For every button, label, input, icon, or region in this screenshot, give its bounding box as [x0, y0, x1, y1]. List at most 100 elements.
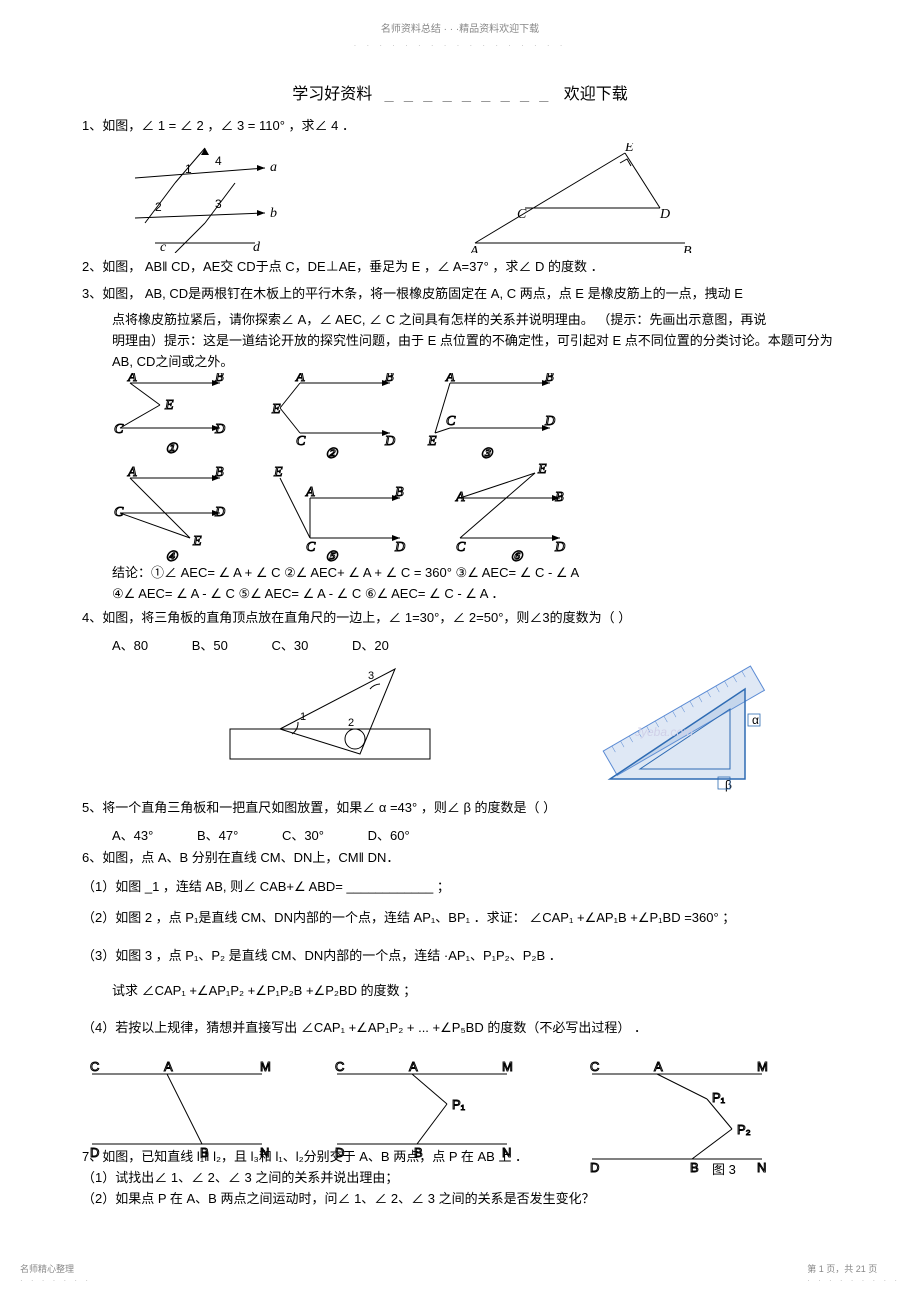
svg-text:图 3: 图 3 [712, 1162, 736, 1177]
label-b: b [270, 206, 277, 221]
svg-text:E: E [624, 143, 634, 155]
label-4: 4 [215, 154, 222, 168]
svg-text:C: C [456, 540, 466, 555]
svg-text:M: M [757, 1059, 768, 1074]
q5-opt-d: D、60° [368, 828, 410, 843]
q2-text: 2、如图， AB‖ CD，AE交 CD于点 C，DE⊥AE，垂足为 E ，∠ A… [82, 257, 880, 278]
top-note: 名师资料总结 · · ·精品资料欢迎下载 [40, 20, 880, 35]
q6-p2: （2）如图 2 ，点 P₁是直线 CM、DN内部的一个点，连结 AP₁、BP₁ … [82, 906, 880, 929]
q4-figure-right: Jyeba.com α β [580, 654, 780, 794]
svg-text:D: D [335, 1145, 344, 1160]
svg-text:P₂: P₂ [737, 1122, 751, 1137]
label-a: a [270, 160, 277, 175]
svg-text:B: B [555, 490, 564, 505]
svg-text:A: A [469, 244, 479, 253]
svg-text:D: D [394, 540, 405, 555]
svg-text:M: M [502, 1059, 513, 1074]
q4-opt-b: B、50 [192, 638, 228, 653]
svg-text:E: E [427, 434, 437, 449]
svg-text:2: 2 [348, 717, 354, 729]
svg-text:E: E [273, 465, 283, 480]
q4-options: A、80 B、50 C、30 D、20 [112, 635, 880, 654]
svg-text:N: N [502, 1145, 511, 1160]
footer-left: 名师精心整理 · · · · · · · [20, 1262, 91, 1285]
q3-figures: A B E C D ① A B E C D ② [110, 373, 880, 563]
svg-text:α: α [752, 713, 759, 727]
svg-text:1: 1 [300, 711, 306, 723]
svg-text:C: C [335, 1059, 344, 1074]
svg-text:A: A [295, 373, 305, 385]
title-right: 欢迎下载 [564, 86, 628, 103]
q6-p3: （3）如图 3 ，点 P₁、P₂ 是直线 CM、DN内部的一个点，连结 ·AP₁… [82, 944, 880, 967]
q1-text: 1、如图，∠ 1 = ∠ 2 ，∠ 3 = 110° ，求∠ 4 ． [82, 116, 880, 137]
svg-text:E: E [271, 402, 281, 417]
svg-text:B: B [215, 465, 224, 480]
svg-text:3: 3 [368, 670, 374, 682]
svg-text:⑤: ⑤ [325, 550, 339, 563]
svg-text:D: D [384, 434, 395, 449]
title-sep: _ _ _ _ _ _ _ _ _ [385, 86, 552, 103]
svg-text:P₁: P₁ [452, 1097, 466, 1112]
svg-text:①: ① [165, 442, 179, 457]
svg-text:D: D [214, 505, 225, 520]
label-c: c [160, 240, 167, 253]
svg-text:A: A [164, 1059, 173, 1074]
q7-p2: （2）如果点 P 在 A、B 两点之间运动时，问∠ 1、∠ 2、∠ 3 之间的关… [82, 1189, 880, 1210]
svg-text:N: N [757, 1160, 766, 1175]
footer-right: 第 1 页，共 21 页 · · · · · · · · · [807, 1262, 900, 1285]
svg-text:B: B [690, 1160, 699, 1175]
q5-text: 5、将一个直角三角板和一把直尺如图放置，如果∠ α =43° ，则∠ β 的度数… [82, 798, 880, 819]
title-left: 学习好资料 [292, 86, 372, 103]
svg-text:D: D [214, 422, 225, 437]
q3-line3: 明理由）提示：这是一道结论开放的探究性问题，由于 E 点位置的不确定性，可引起对… [112, 331, 880, 352]
svg-text:③: ③ [480, 447, 494, 462]
q5-options: A、43° B、47° C、30° D、60° [112, 825, 880, 844]
q6-figures: CAM DBN CAM P₁ DBN CAM P₁ P₂ [82, 1059, 880, 1179]
svg-text:②: ② [325, 447, 339, 462]
svg-text:B: B [200, 1145, 209, 1160]
q6-text: 6、如图，点 A、B 分别在直线 CM、DN上，CM‖ DN． [82, 848, 880, 869]
svg-text:C: C [517, 207, 527, 222]
svg-text:E: E [164, 398, 174, 413]
svg-text:A: A [445, 373, 455, 385]
q4-opt-a: A、80 [112, 638, 148, 653]
q5-opt-b: B、47° [197, 828, 238, 843]
svg-text:④: ④ [165, 550, 179, 563]
title-row: 学习好资料 _ _ _ _ _ _ _ _ _ 欢迎下载 [40, 80, 880, 104]
svg-text:D: D [554, 540, 565, 555]
svg-text:P₁: P₁ [712, 1090, 726, 1105]
svg-text:E: E [192, 534, 202, 549]
svg-text:⑥: ⑥ [510, 550, 524, 563]
q3-line4: AB, CD之间或之外。 [112, 352, 880, 373]
svg-text:A: A [127, 373, 137, 385]
svg-text:C: C [446, 414, 456, 429]
q3-text: 3、如图， AB, CD是两根钉在木板上的平行木条，将一根橡皮筋固定在 A, C… [82, 284, 880, 305]
label-2: 2 [155, 200, 162, 214]
svg-text:B: B [683, 244, 692, 253]
svg-text:D: D [590, 1160, 599, 1175]
q3-conclusion1: 结论：①∠ AEC= ∠ A + ∠ C ②∠ AEC+ ∠ A + ∠ C =… [112, 563, 880, 584]
svg-text:D: D [544, 414, 555, 429]
svg-text:B: B [414, 1145, 423, 1160]
svg-text:E: E [537, 462, 547, 477]
svg-text:A: A [305, 485, 315, 500]
q3-conclusion2: ④∠ AEC= ∠ A - ∠ C ⑤∠ AEC= ∠ A - ∠ C ⑥∠ A… [112, 584, 880, 605]
svg-text:D: D [659, 207, 670, 222]
svg-text:β: β [725, 778, 732, 792]
svg-text:N: N [260, 1145, 269, 1160]
svg-text:A: A [654, 1059, 663, 1074]
svg-text:C: C [114, 422, 124, 437]
svg-text:C: C [590, 1059, 599, 1074]
q6-p1: （1）如图 _1 ，连结 AB, 则∠ CAB+∠ ABD= _________… [82, 875, 880, 898]
svg-text:A: A [409, 1059, 418, 1074]
label-d: d [253, 240, 261, 253]
svg-text:B: B [215, 373, 224, 385]
q4-opt-c: C、30 [272, 638, 309, 653]
label-1: 1 [185, 162, 192, 176]
svg-text:B: B [385, 373, 394, 385]
q2-figure: A B C D E [465, 143, 695, 253]
svg-text:A: A [455, 490, 465, 505]
svg-text:A: A [127, 465, 137, 480]
q4-opt-d: D、20 [352, 638, 389, 653]
label-3: 3 [215, 197, 222, 211]
